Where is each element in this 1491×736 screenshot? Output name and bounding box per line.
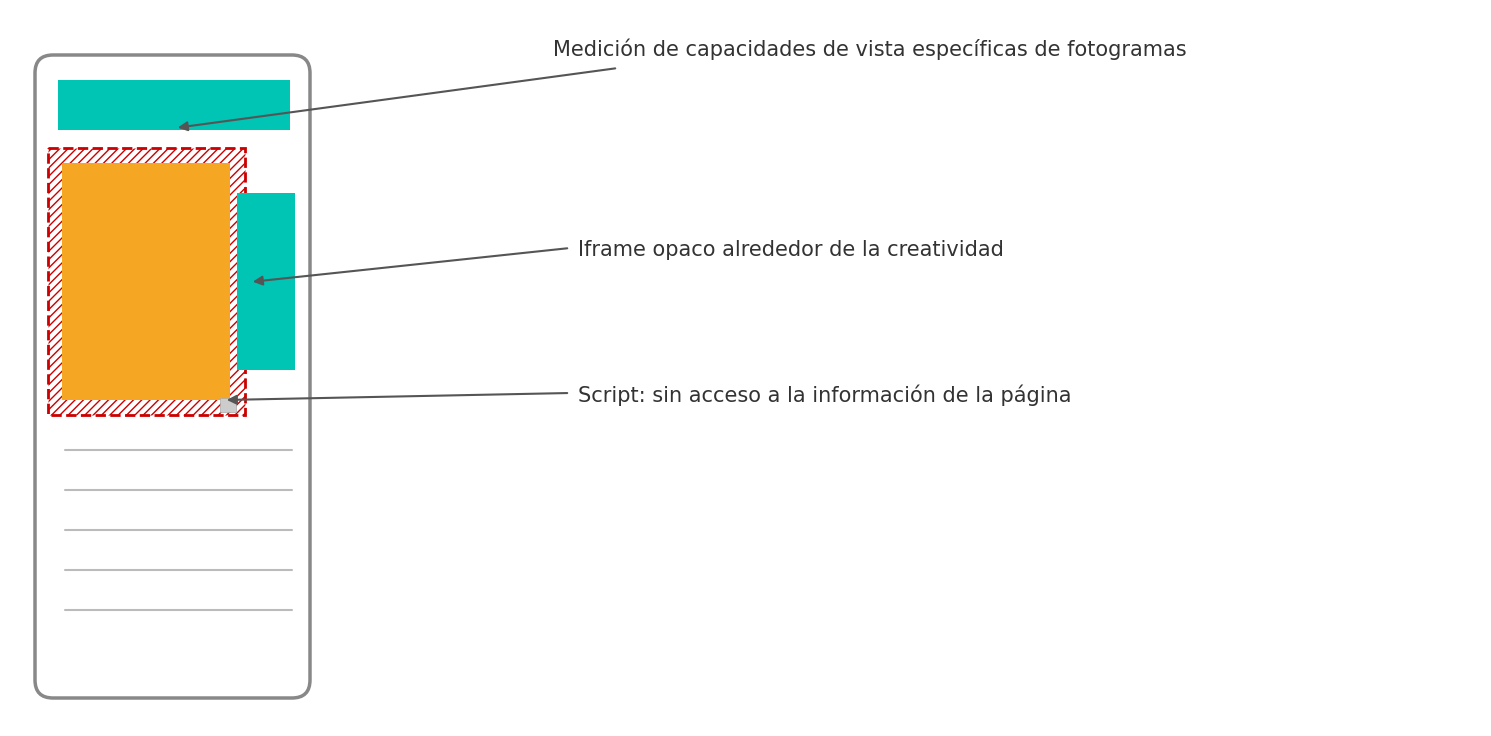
Bar: [58, 80, 291, 130]
Bar: [221, 398, 236, 412]
FancyBboxPatch shape: [34, 55, 310, 698]
Text: Medición de capacidades de vista específicas de fotogramas: Medición de capacidades de vista específ…: [553, 38, 1187, 60]
Text: Iframe opaco alrededor de la creatividad: Iframe opaco alrededor de la creatividad: [579, 240, 1003, 260]
Text: Script: sin acceso a la información de la página: Script: sin acceso a la información de l…: [579, 385, 1072, 406]
Bar: [63, 163, 230, 400]
Bar: [237, 193, 295, 370]
Bar: [48, 148, 245, 415]
